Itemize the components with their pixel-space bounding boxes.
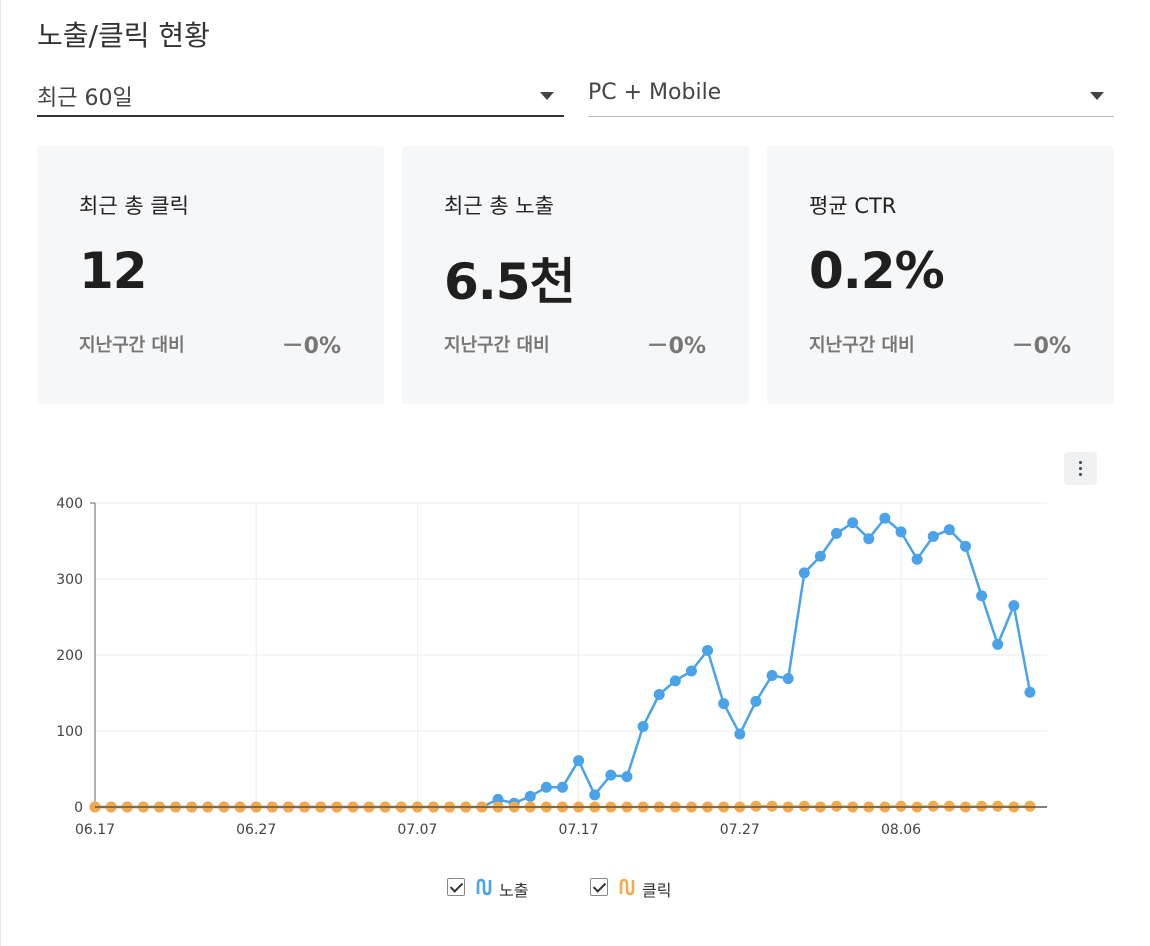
y-tick-label: 300 (56, 572, 83, 588)
caret-down-icon (540, 92, 554, 100)
clicks-data-point (831, 800, 843, 812)
stat-card-compare-label: 지난구간 대비 (79, 335, 185, 356)
impressions-data-point (992, 638, 1004, 650)
x-tick-label: 07.17 (559, 822, 599, 838)
y-tick-label: 100 (56, 724, 83, 740)
legend-checkbox[interactable] (447, 878, 465, 896)
more-vertical-icon (1079, 461, 1082, 464)
impressions-data-point (1024, 686, 1036, 698)
impressions-data-point (685, 665, 697, 677)
period-select-value: 최근 60일 (37, 86, 133, 111)
impressions-data-point (573, 755, 585, 767)
x-tick-label: 07.07 (397, 822, 437, 838)
impressions-data-point (895, 526, 907, 538)
y-tick-label: 400 (56, 496, 83, 512)
impressions-data-point (718, 698, 730, 710)
impressions-data-point (669, 675, 681, 687)
left-border (0, 0, 1, 946)
legend-item-clicks[interactable]: 클릭 (590, 876, 700, 900)
stat-card-impressions: 최근 총 노출 6.5천 지난구간 대비 －0% (402, 146, 749, 404)
stat-card-label: 평균 CTR (809, 194, 897, 218)
stat-card-label: 최근 총 노출 (444, 194, 554, 218)
page-title: 노출/클릭 현황 (37, 19, 210, 52)
stat-card-compare-value: －0% (646, 334, 706, 359)
more-vertical-icon-dot (1079, 473, 1082, 476)
clicks-data-point (895, 800, 907, 812)
clicks-data-point (943, 800, 955, 812)
impressions-data-point (911, 553, 923, 565)
stat-card-compare-label: 지난구간 대비 (444, 335, 550, 356)
series-line-icon (476, 878, 492, 896)
stat-card-compare-value: －0% (1011, 334, 1071, 359)
legend-item-impressions[interactable]: 노출 (447, 876, 557, 900)
impressions-data-point (847, 517, 859, 529)
impressions-data-point (734, 728, 746, 740)
stat-card-label: 최근 총 클릭 (79, 194, 189, 218)
impressions-data-point (863, 533, 875, 545)
y-tick-label: 0 (74, 800, 83, 816)
clicks-data-point (992, 800, 1004, 812)
stat-card-value: 0.2% (809, 242, 945, 300)
legend-label: 노출 (499, 881, 529, 900)
impressions-data-point (782, 673, 794, 685)
stat-card-compare-label: 지난구간 대비 (809, 335, 915, 356)
clicks-data-point (976, 800, 988, 812)
impressions-data-point (621, 771, 633, 783)
impressions-data-point (492, 793, 504, 805)
impressions-data-point (702, 644, 714, 656)
impressions-data-point (766, 670, 778, 682)
x-tick-label: 06.27 (236, 822, 276, 838)
stat-card-ctr: 평균 CTR 0.2% 지난구간 대비 －0% (767, 146, 1114, 404)
impressions-data-point (959, 540, 971, 552)
impressions-data-point (750, 695, 762, 707)
y-tick-label: 200 (56, 648, 83, 664)
more-vertical-icon-dot (1079, 467, 1082, 470)
clicks-data-point (1024, 800, 1036, 812)
impressions-data-point (637, 720, 649, 732)
period-select[interactable]: 최근 60일 (37, 72, 564, 117)
impressions-data-point (524, 790, 536, 802)
impressions-data-point (798, 567, 810, 579)
clicks-data-point (798, 800, 810, 812)
impressions-clicks-chart: 0 100 200 300 400 06.17 06.27 07.07 07.17 07.27 08… (56, 496, 1047, 838)
impressions-data-point (556, 781, 568, 793)
impressions-data-point (540, 781, 552, 793)
x-tick-label: 08.06 (881, 822, 921, 838)
clicks-data-point (927, 800, 939, 812)
impressions-data-point (605, 769, 617, 781)
impressions-data-point (589, 789, 601, 801)
x-tick-label: 06.17 (75, 822, 115, 838)
stat-card-value: 6.5천 (444, 253, 576, 311)
chart-menu-button[interactable] (1064, 452, 1097, 485)
impressions-data-point (927, 530, 939, 542)
impressions-data-point (1008, 600, 1020, 612)
stat-card-clicks: 최근 총 클릭 12 지난구간 대비 －0% (37, 146, 384, 404)
impressions-data-point (814, 550, 826, 562)
legend-label: 클릭 (642, 881, 672, 900)
impressions-data-point (879, 512, 891, 524)
legend-checkbox[interactable] (590, 878, 608, 896)
impressions-series-line (95, 516, 1032, 809)
impressions-data-point (831, 527, 843, 539)
series-line-icon (619, 878, 635, 896)
impressions-data-point (943, 524, 955, 536)
stat-card-compare-value: －0% (281, 334, 341, 359)
impressions-data-point (653, 689, 665, 701)
x-tick-label: 07.27 (720, 822, 760, 838)
stat-card-value: 12 (79, 242, 148, 300)
clicks-data-point (766, 800, 778, 812)
clicks-data-point (750, 800, 762, 812)
impressions-data-point (976, 590, 988, 602)
caret-down-icon (1090, 92, 1104, 100)
device-select[interactable]: PC + Mobile (588, 72, 1114, 117)
device-select-value: PC + Mobile (588, 80, 722, 105)
